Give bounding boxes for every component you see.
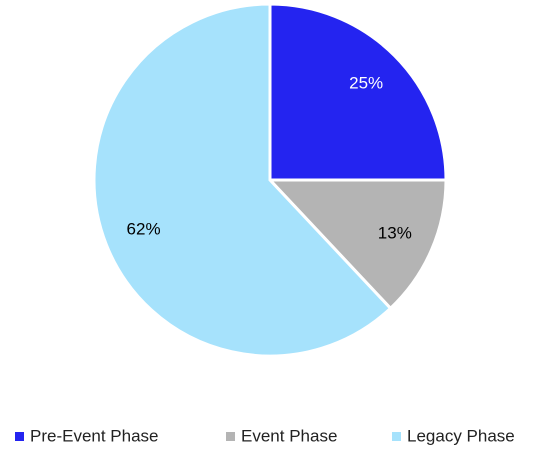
data-label: 25% [349,73,383,92]
pie-slice [268,2,448,182]
legend-swatch [226,432,235,441]
legend-swatch [15,432,24,441]
legend-swatch [392,432,401,441]
legend-label: Event Phase [241,426,337,445]
data-label: 13% [378,223,412,242]
legend-label: Pre-Event Phase [30,426,159,445]
pie-slice [266,178,448,311]
legend-label: Legacy Phase [407,426,515,445]
data-label: 62% [127,220,161,239]
pie-slice [92,2,393,358]
